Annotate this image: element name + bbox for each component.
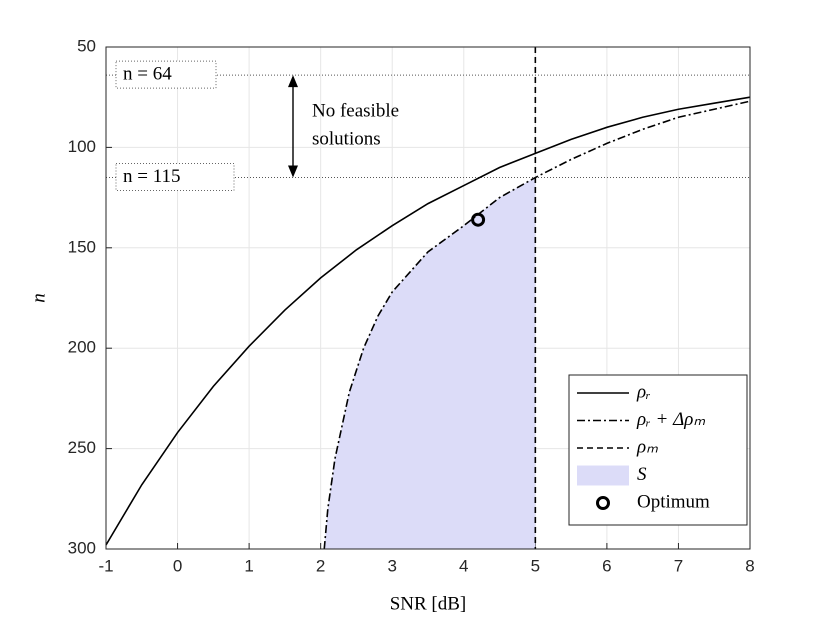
y-tick-label: 200 bbox=[68, 338, 96, 357]
x-tick-label: 5 bbox=[531, 556, 540, 575]
y-tick-label: 100 bbox=[68, 137, 96, 156]
y-tick-label: 250 bbox=[68, 438, 96, 457]
x-tick-label: 4 bbox=[459, 556, 468, 575]
x-tick-label: 6 bbox=[602, 556, 611, 575]
legend-label: ρᵣ + Δρₘ bbox=[636, 409, 705, 430]
feasible-area bbox=[324, 177, 536, 549]
x-tick-label: 3 bbox=[387, 556, 396, 575]
plot-frame bbox=[105, 46, 751, 550]
annotation-text: solutions bbox=[312, 129, 381, 150]
threshold-label: n = 115 bbox=[123, 166, 181, 187]
legend-label: S bbox=[637, 464, 647, 485]
y-axis-label: n bbox=[28, 293, 49, 303]
x-tick-label: 2 bbox=[316, 556, 325, 575]
threshold-label-box bbox=[115, 60, 217, 89]
x-axis-label: SNR [dB] bbox=[390, 593, 467, 614]
legend-label: Optimum bbox=[637, 491, 710, 512]
annotation-text: No feasible bbox=[312, 101, 399, 122]
line bbox=[105, 96, 751, 546]
legend-label: ρᵣ bbox=[636, 381, 651, 402]
optimum-marker bbox=[471, 212, 486, 227]
arrow-head bbox=[288, 165, 298, 178]
line bbox=[323, 100, 751, 550]
threshold-label-box bbox=[115, 163, 235, 192]
y-tick-label: 50 bbox=[77, 36, 96, 55]
x-tick-label: 1 bbox=[244, 556, 253, 575]
arrow-head bbox=[288, 75, 298, 88]
threshold-label: n = 64 bbox=[123, 63, 172, 84]
x-tick-label: 7 bbox=[674, 556, 683, 575]
x-tick-label: -1 bbox=[98, 556, 113, 575]
x-tick-label: 8 bbox=[745, 556, 754, 575]
x-tick-label: 0 bbox=[173, 556, 182, 575]
y-tick-label: 300 bbox=[68, 538, 96, 557]
y-tick-label: 150 bbox=[68, 237, 96, 256]
legend-swatch bbox=[577, 465, 629, 486]
legend-swatch bbox=[596, 496, 610, 510]
legend-label: ρₘ bbox=[636, 436, 658, 457]
